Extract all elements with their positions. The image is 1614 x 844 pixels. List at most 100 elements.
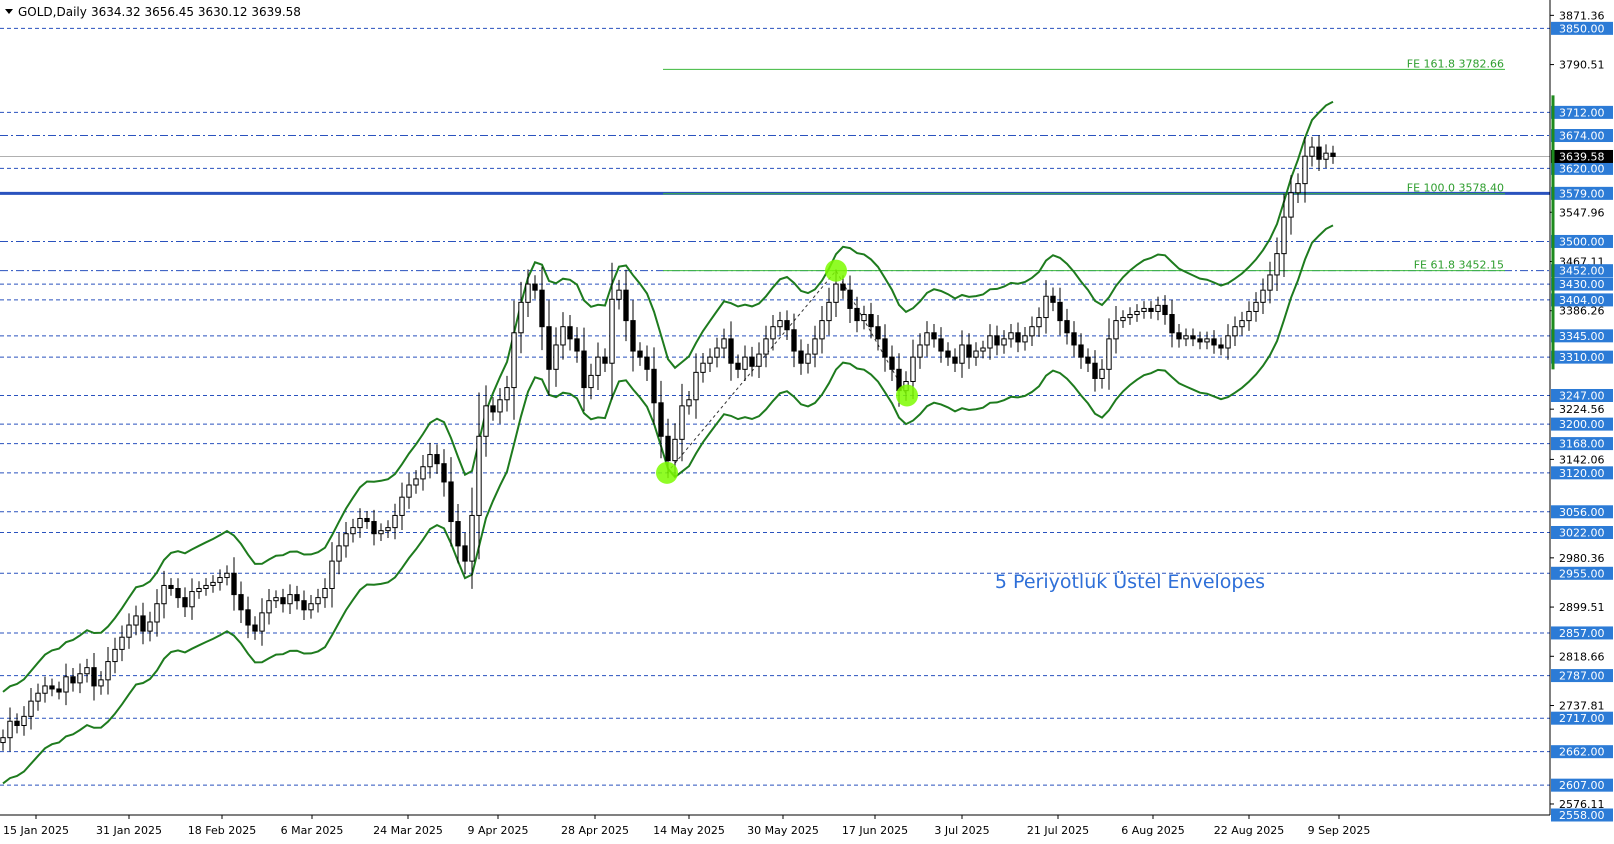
candle-body <box>406 484 412 498</box>
price-tick-label: 3790.51 <box>1559 59 1605 72</box>
candle-body <box>476 435 482 516</box>
candle-body <box>441 463 447 483</box>
candle-body <box>315 597 321 605</box>
candle-body <box>1302 155 1308 185</box>
swing-point-marker <box>896 384 918 407</box>
level-badge-label: 3247.00 <box>1559 389 1605 402</box>
candle-body <box>1120 317 1126 322</box>
candle-body <box>1085 356 1091 364</box>
level-badge-label: 2607.00 <box>1559 779 1605 792</box>
candle-body <box>1309 146 1315 157</box>
candle-body <box>1288 192 1294 218</box>
candle-body <box>784 320 790 331</box>
candle-body <box>980 347 986 352</box>
candle-body <box>161 584 167 605</box>
candle-body <box>1134 310 1140 316</box>
candle-body <box>189 591 195 608</box>
swing-point-marker <box>656 461 678 484</box>
candle-body <box>371 521 377 535</box>
candle-body <box>595 356 601 376</box>
price-tick-label: 3547.96 <box>1559 206 1605 219</box>
candle-body <box>28 700 34 717</box>
time-tick-label: 21 Jul 2025 <box>1027 824 1089 837</box>
candle-body <box>294 594 300 602</box>
candle-body <box>77 673 83 684</box>
candle-body <box>833 283 839 303</box>
candle-body <box>63 676 69 693</box>
candle-body <box>777 320 783 328</box>
candle-body <box>203 584 209 590</box>
candle-body <box>616 289 622 300</box>
candle-body <box>238 594 244 611</box>
level-badge-label: 3579.00 <box>1559 187 1605 200</box>
time-tick-label: 22 Aug 2025 <box>1214 824 1284 837</box>
candle-body <box>882 338 888 358</box>
candle-body <box>21 715 27 726</box>
level-badge-label: 3310.00 <box>1559 351 1605 364</box>
candle-body <box>1295 183 1301 194</box>
candle-body <box>413 478 419 486</box>
price-tick-label: 2737.81 <box>1559 700 1605 713</box>
candle-body <box>1008 332 1014 340</box>
level-badge-label: 2955.00 <box>1559 567 1605 580</box>
price-tick-label: 3142.06 <box>1559 453 1605 466</box>
level-badge <box>1551 129 1613 143</box>
level-badge <box>1551 505 1613 519</box>
time-tick-label: 15 Jan 2025 <box>3 824 69 837</box>
candle-body <box>448 481 454 523</box>
level-badge-label: 2857.00 <box>1559 627 1605 640</box>
candle-body <box>770 326 776 340</box>
candle-body <box>665 435 671 462</box>
candle-body <box>1267 274 1273 291</box>
candle-body <box>868 314 874 328</box>
candle-body <box>798 350 804 364</box>
time-axis-ticks: 15 Jan 2025 31 Jan 2025 18 Feb 2025 6 Mar 2… <box>3 815 1370 837</box>
candle-body <box>609 298 615 364</box>
level-badge <box>1551 437 1613 451</box>
candle-body <box>560 326 566 346</box>
candle-body <box>42 685 48 694</box>
candle-body <box>1106 338 1112 370</box>
candle-body <box>553 344 559 370</box>
level-badge <box>1551 669 1613 683</box>
candle-body <box>714 347 720 358</box>
candle-body <box>1225 335 1231 349</box>
price-axis-badges: 3850.00 3712.00 3674.00 3620.00 3579.00 3500.… <box>1551 21 1613 822</box>
candle-body <box>210 581 216 586</box>
level-badge <box>1551 186 1613 200</box>
candle-body <box>350 527 356 535</box>
candle-body <box>686 399 692 407</box>
candle-body <box>1169 314 1175 334</box>
candle-body <box>1148 307 1154 312</box>
level-badge <box>1551 277 1613 291</box>
level-badge <box>1551 161 1613 175</box>
candle-body <box>707 356 713 364</box>
candle-body <box>749 356 755 367</box>
price-tick-label: 3871.36 <box>1559 9 1605 22</box>
candle-body <box>301 600 307 611</box>
candle-body <box>1162 304 1168 316</box>
current-price-label: 3639.58 <box>1559 150 1605 163</box>
candle-body <box>70 676 76 684</box>
level-badge-label: 3712.00 <box>1559 106 1605 119</box>
price-tick-label: 2576.11 <box>1559 798 1605 811</box>
candle-body <box>532 283 538 291</box>
candle-body <box>623 289 629 322</box>
candle-body <box>1204 338 1210 343</box>
candle-body <box>259 612 265 632</box>
time-tick-label: 30 May 2025 <box>747 824 819 837</box>
time-tick-label: 14 May 2025 <box>653 824 725 837</box>
candle-body <box>728 338 734 364</box>
level-badge <box>1551 745 1613 759</box>
candle-body <box>378 530 384 535</box>
dropdown-arrow-icon[interactable] <box>5 9 13 14</box>
candle-body <box>392 514 398 529</box>
candle-body <box>35 692 41 702</box>
candle-body <box>49 685 55 690</box>
candle-body <box>14 720 20 726</box>
candle-body <box>252 624 258 632</box>
candle-body <box>140 615 146 632</box>
candle-body <box>455 521 461 547</box>
